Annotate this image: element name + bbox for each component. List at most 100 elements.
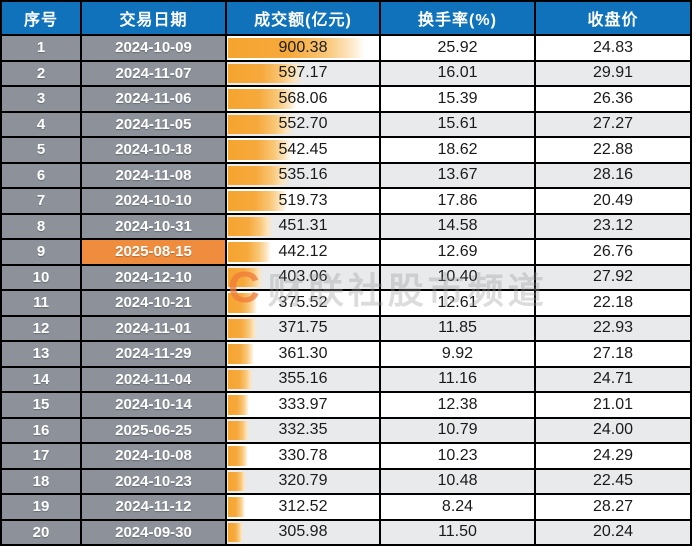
close-price-cell: 22.88 — [536, 138, 690, 162]
index-cell: 17 — [2, 444, 82, 468]
header-turnover: 成交额(亿元) — [227, 2, 381, 34]
turnover-cell: 597.17 — [227, 61, 381, 85]
close-price-cell: 22.93 — [536, 316, 690, 340]
table-row: 8 2024-10-31 451.31 14.58 23.12 — [2, 212, 690, 238]
turnover-cell: 451.31 — [227, 214, 381, 238]
turnover-rate-cell: 10.23 — [381, 444, 536, 468]
trade-date-cell: 2024-11-07 — [82, 61, 227, 85]
turnover-databar — [228, 216, 273, 236]
table-row: 19 2024-11-12 312.52 8.24 28.27 — [2, 493, 690, 519]
trade-date-cell: 2024-11-12 — [82, 495, 227, 519]
close-price-cell: 26.76 — [536, 240, 690, 264]
turnover-cell: 361.30 — [227, 342, 381, 366]
index-cell: 11 — [2, 291, 82, 315]
table-row: 13 2024-11-29 361.30 9.92 27.18 — [2, 340, 690, 366]
close-price-cell: 24.29 — [536, 444, 690, 468]
table-header-row: 序号 交易日期 成交额(亿元) 换手率(%) 收盘价 — [2, 2, 690, 36]
turnover-rate-cell: 11.85 — [381, 316, 536, 340]
turnover-rate-cell: 12.69 — [381, 240, 536, 264]
turnover-cell: 333.97 — [227, 393, 381, 417]
close-price-cell: 24.71 — [536, 367, 690, 391]
table-row: 2 2024-11-07 597.17 16.01 29.91 — [2, 59, 690, 85]
trade-date-cell: 2024-09-30 — [82, 520, 227, 544]
close-price-cell: 24.00 — [536, 418, 690, 442]
table-row: 17 2024-10-08 330.78 10.23 24.29 — [2, 442, 690, 468]
turnover-databar — [228, 369, 254, 389]
turnover-databar — [228, 165, 291, 185]
index-cell: 15 — [2, 393, 82, 417]
turnover-rate-cell: 17.86 — [381, 189, 536, 213]
turnover-databar — [228, 318, 257, 338]
turnover-cell: 535.16 — [227, 163, 381, 187]
turnover-rate-cell: 18.62 — [381, 138, 536, 162]
trade-date-cell: 2024-11-08 — [82, 163, 227, 187]
turnover-rate-cell: 8.24 — [381, 495, 536, 519]
turnover-cell: 552.70 — [227, 112, 381, 136]
table-body: 1 2024-10-09 900.38 25.92 24.83 2 2024-1… — [2, 36, 690, 544]
turnover-cell: 371.75 — [227, 316, 381, 340]
trade-date-cell: 2024-10-23 — [82, 469, 227, 493]
turnover-databar — [228, 38, 365, 58]
index-cell: 8 — [2, 214, 82, 238]
close-price-cell: 20.24 — [536, 520, 690, 544]
trade-date-cell: 2025-08-15 — [82, 240, 227, 264]
index-cell: 2 — [2, 61, 82, 85]
table-row: 3 2024-11-06 568.06 15.39 26.36 — [2, 85, 690, 111]
table-row: 5 2024-10-18 542.45 18.62 22.88 — [2, 136, 690, 162]
index-cell: 16 — [2, 418, 82, 442]
trade-date-cell: 2024-10-10 — [82, 189, 227, 213]
trade-date-cell: 2024-11-29 — [82, 342, 227, 366]
turnover-databar — [228, 471, 247, 491]
turnover-rate-cell: 16.01 — [381, 61, 536, 85]
close-price-cell: 28.27 — [536, 495, 690, 519]
turnover-databar — [228, 395, 249, 415]
index-cell: 20 — [2, 520, 82, 544]
close-price-cell: 27.92 — [536, 265, 690, 289]
header-index: 序号 — [2, 2, 82, 34]
table-row: 16 2025-06-25 332.35 10.79 24.00 — [2, 416, 690, 442]
turnover-rate-cell: 9.92 — [381, 342, 536, 366]
turnover-cell: 355.16 — [227, 367, 381, 391]
close-price-cell: 21.01 — [536, 393, 690, 417]
turnover-rate-cell: 12.38 — [381, 393, 536, 417]
turnover-databar — [228, 242, 272, 262]
turnover-databar — [228, 140, 292, 160]
turnover-databar — [228, 63, 303, 83]
turnover-cell: 330.78 — [227, 444, 381, 468]
close-price-cell: 23.12 — [536, 214, 690, 238]
turnover-cell: 312.52 — [227, 495, 381, 519]
turnover-databar — [228, 497, 245, 517]
index-cell: 18 — [2, 469, 82, 493]
turnover-databar — [228, 267, 264, 287]
turnover-databar — [228, 522, 244, 542]
turnover-rate-cell: 10.79 — [381, 418, 536, 442]
table-row: 4 2024-11-05 552.70 15.61 27.27 — [2, 110, 690, 136]
trade-date-cell: 2024-11-01 — [82, 316, 227, 340]
header-turnover-rate: 换手率(%) — [381, 2, 536, 34]
close-price-cell: 29.91 — [536, 61, 690, 85]
index-cell: 13 — [2, 342, 82, 366]
index-cell: 10 — [2, 265, 82, 289]
turnover-rate-cell: 15.61 — [381, 112, 536, 136]
close-price-cell: 27.18 — [536, 342, 690, 366]
turnover-databar — [228, 89, 297, 109]
turnover-databar — [228, 114, 294, 134]
table-row: 18 2024-10-23 320.79 10.48 22.45 — [2, 467, 690, 493]
trade-date-cell: 2024-11-05 — [82, 112, 227, 136]
turnover-cell: 900.38 — [227, 36, 381, 60]
table-row: 10 2024-12-10 403.06 10.40 27.92 — [2, 263, 690, 289]
turnover-cell: 568.06 — [227, 87, 381, 111]
turnover-cell: 542.45 — [227, 138, 381, 162]
close-price-cell: 27.27 — [536, 112, 690, 136]
trade-date-cell: 2024-10-18 — [82, 138, 227, 162]
turnover-rate-cell: 11.16 — [381, 367, 536, 391]
trade-date-cell: 2024-10-14 — [82, 393, 227, 417]
turnover-databar — [228, 420, 249, 440]
turnover-databar — [228, 344, 255, 364]
turnover-rate-cell: 25.92 — [381, 36, 536, 60]
table-row: 11 2024-10-21 375.52 12.61 22.18 — [2, 289, 690, 315]
turnover-cell: 519.73 — [227, 189, 381, 213]
table-row: 6 2024-11-08 535.16 13.67 28.16 — [2, 161, 690, 187]
trade-date-cell: 2024-10-31 — [82, 214, 227, 238]
